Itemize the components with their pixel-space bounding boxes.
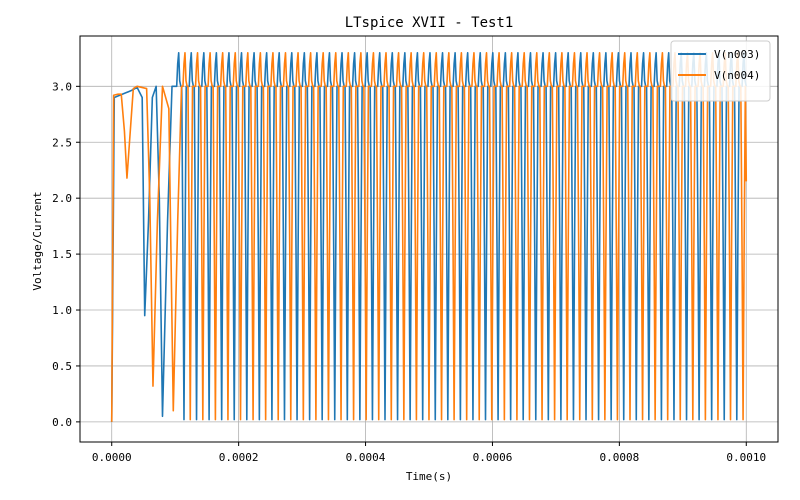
plot-area-frame bbox=[79, 35, 779, 443]
x-tick-label: 0.0010 bbox=[726, 451, 766, 464]
x-tick-label: 0.0004 bbox=[346, 451, 386, 464]
legend-label-v-n003: V(n003) bbox=[714, 48, 760, 61]
y-tick-label: 2.0 bbox=[52, 192, 72, 205]
legend-box bbox=[670, 40, 771, 102]
series-line-v-n004 bbox=[110, 51, 748, 422]
x-tick-label: 0.0000 bbox=[92, 451, 132, 464]
y-axis-label: Voltage/Current bbox=[31, 191, 44, 290]
y-tick-label: 3.0 bbox=[52, 80, 72, 93]
y-axis-ticks: 0.0 0.5 1.0 1.5 2.0 2.5 3.0 bbox=[52, 80, 80, 429]
y-tick-label: 0.0 bbox=[52, 416, 72, 429]
y-tick-label: 1.0 bbox=[52, 304, 72, 317]
legend-label-v-n004: V(n004) bbox=[714, 69, 760, 82]
y-tick-label: 0.5 bbox=[52, 360, 72, 373]
x-tick-label: 0.0006 bbox=[473, 451, 513, 464]
x-tick-label: 0.0008 bbox=[599, 451, 639, 464]
chart-title: LTspice XVII - Test1 bbox=[345, 15, 514, 31]
series-layer bbox=[110, 51, 748, 422]
x-axis-label: Time(s) bbox=[406, 470, 452, 483]
series-line-v-n003 bbox=[110, 51, 748, 422]
x-tick-label: 0.0002 bbox=[219, 451, 259, 464]
legend: V(n003) V(n004) bbox=[670, 40, 771, 102]
y-tick-label: 1.5 bbox=[52, 248, 72, 261]
y-tick-label: 2.5 bbox=[52, 136, 72, 149]
x-axis-ticks: 0.0000 0.0002 0.0004 0.0006 0.0008 0.0010 bbox=[92, 442, 766, 464]
